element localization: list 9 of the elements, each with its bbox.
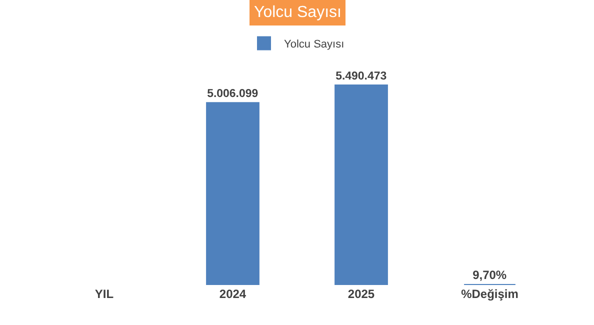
x-tick-label: %Değişim [461, 287, 518, 301]
legend-label: Yolcu Sayısı [284, 38, 344, 51]
x-tick-label: 2025 [348, 287, 375, 301]
data-label: 9,70% [472, 268, 507, 282]
x-tick-label: YIL [94, 287, 114, 301]
x-tick-label: 2024 [219, 287, 246, 301]
chart-title: Yolcu Sayısı [254, 4, 342, 21]
data-label: 5.490.473 [336, 70, 387, 83]
data-label: 5.006.099 [207, 88, 258, 100]
